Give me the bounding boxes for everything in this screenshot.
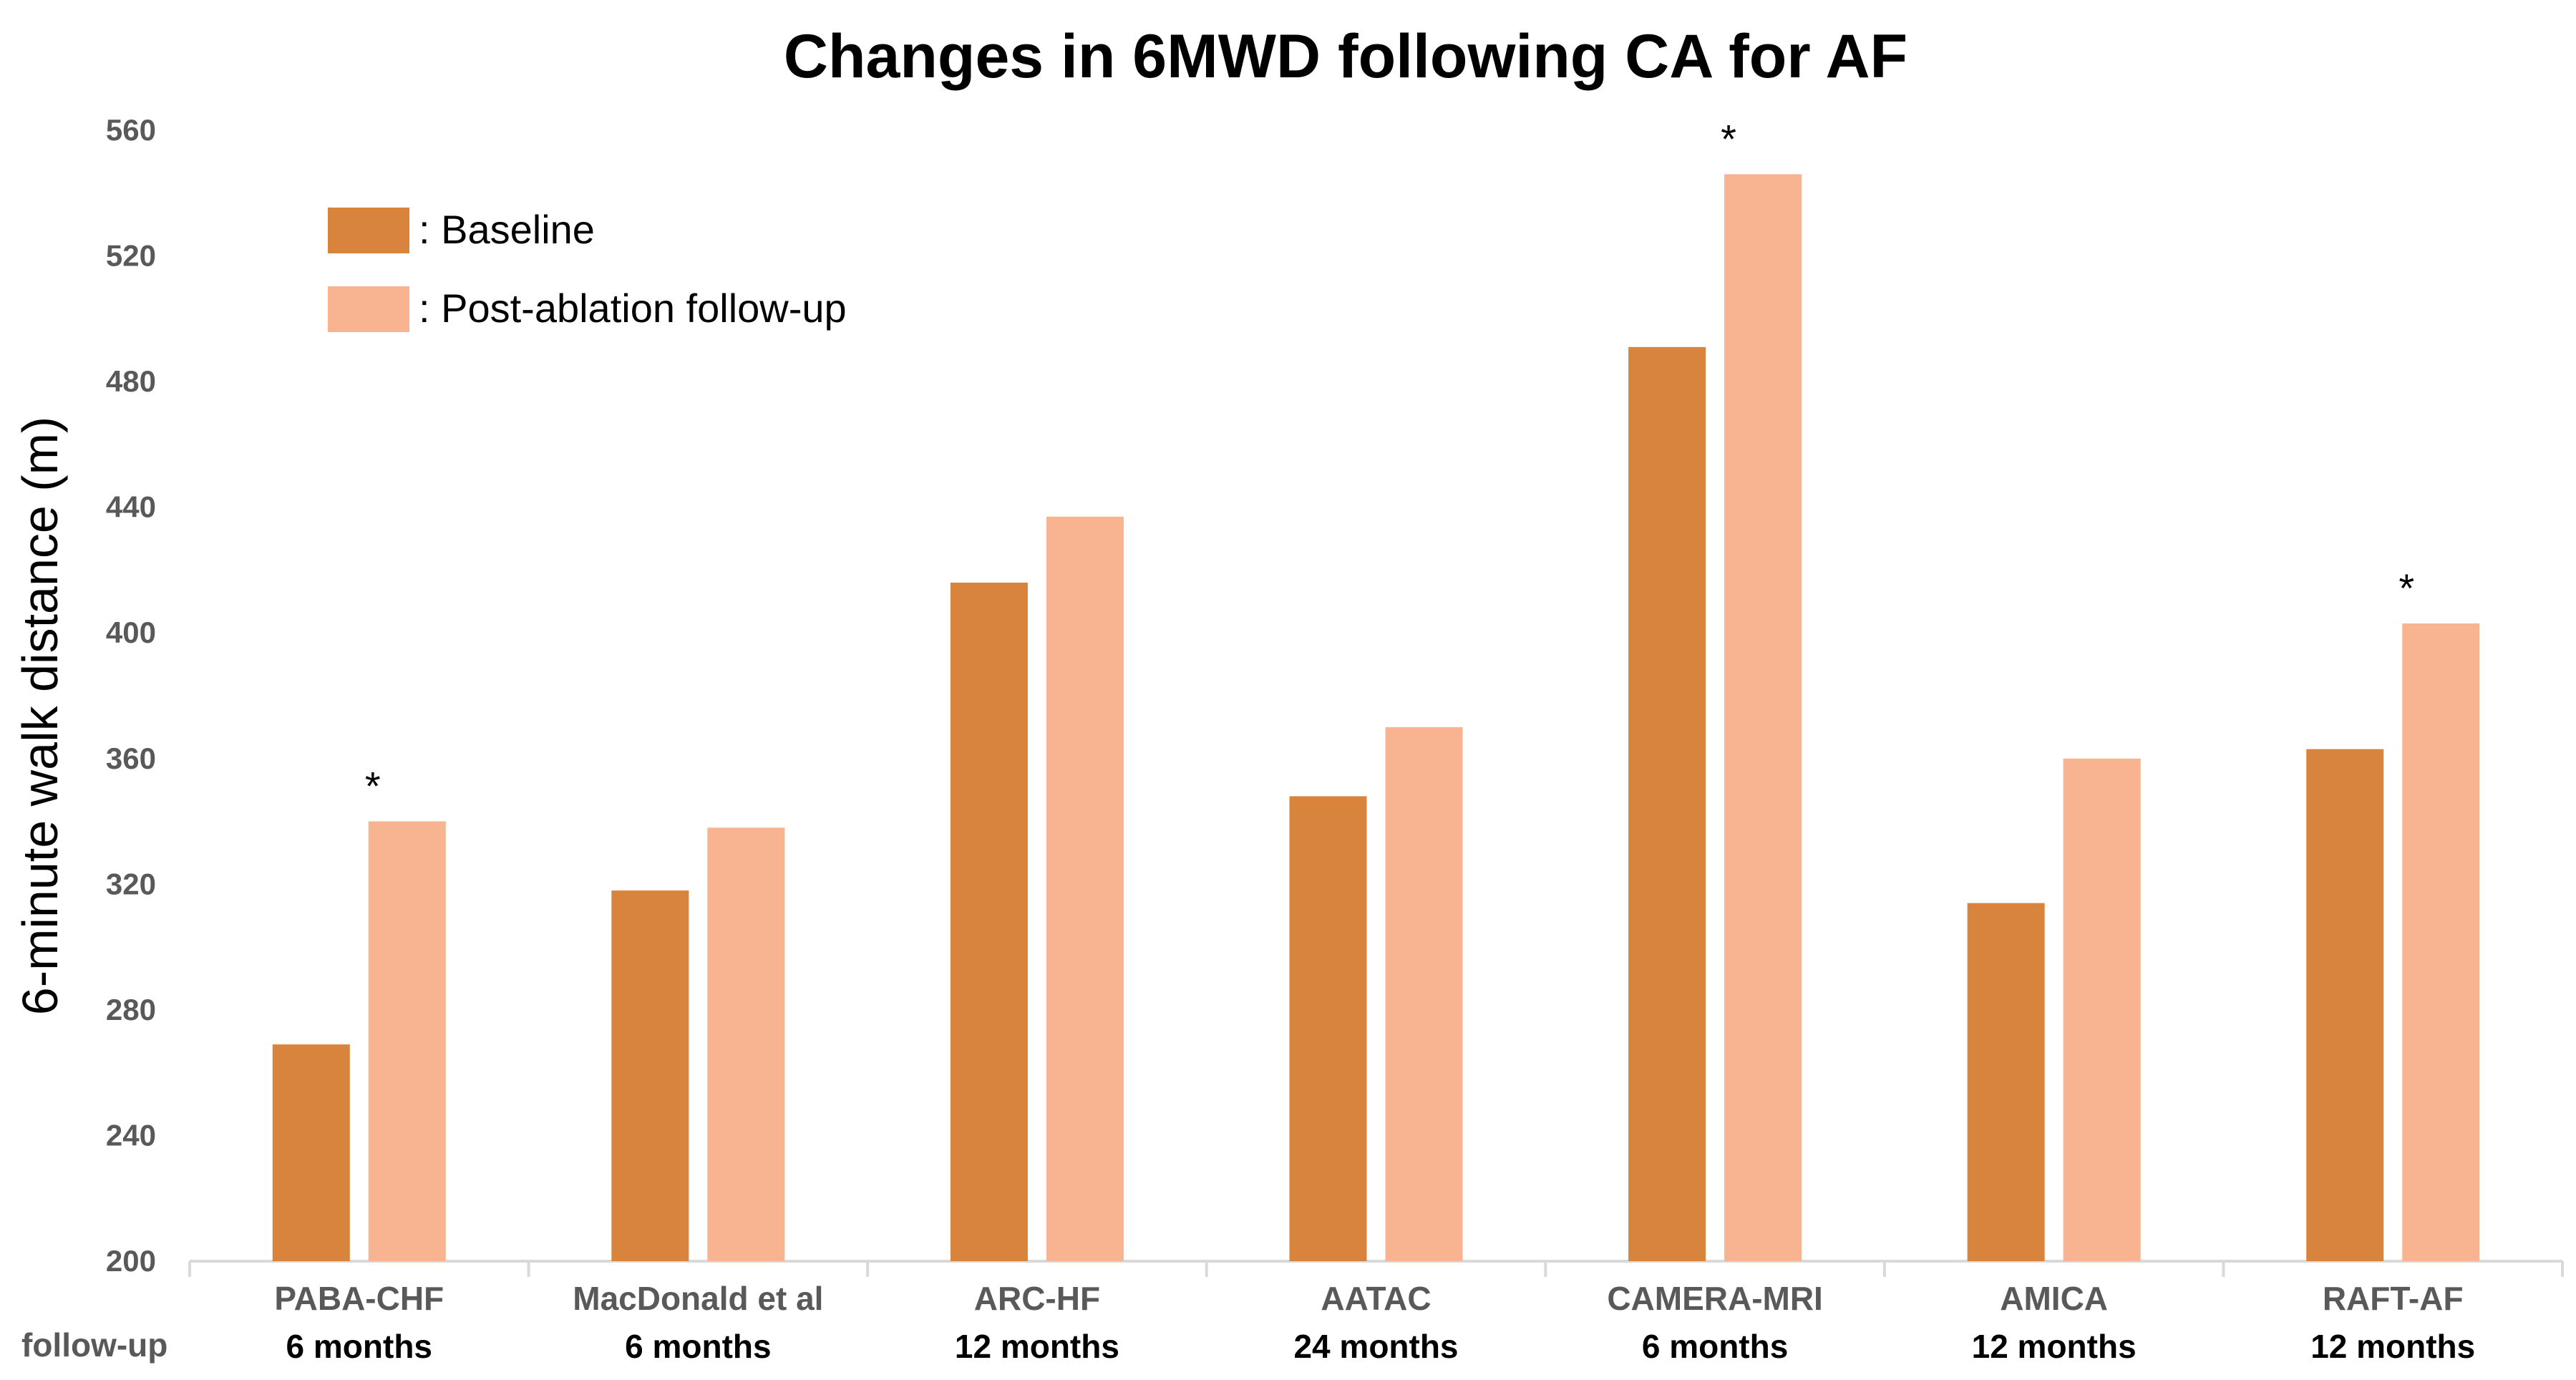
x-followup-label: 24 months xyxy=(1293,1328,1458,1365)
bar-baseline-macdonald-et-al xyxy=(611,890,689,1261)
bar-baseline-arc-hf xyxy=(950,583,1028,1261)
x-followup-label: 6 months xyxy=(625,1328,771,1365)
y-tick-label: 480 xyxy=(106,364,156,398)
y-axis-ticks: 200 240 280 320 360 400 440 480 520 560 xyxy=(106,113,156,1278)
significance-marker: * xyxy=(1721,116,1736,161)
significance-markers: * * * xyxy=(365,116,2414,808)
y-tick-label: 520 xyxy=(106,239,156,273)
y-tick-label: 320 xyxy=(106,867,156,900)
chart-title: Changes in 6MWD following CA for AF xyxy=(784,22,1907,91)
x-axis-labels: PABA-CHF 6 months MacDonald et al 6 months A… xyxy=(274,1280,2475,1365)
legend-swatch xyxy=(328,286,409,332)
bar-baseline-camera-mri xyxy=(1628,346,1706,1261)
x-followup-label: 6 months xyxy=(286,1328,432,1365)
bar-followup-paba-chf xyxy=(368,821,446,1261)
x-axis-tick-marks xyxy=(188,1261,2564,1277)
y-tick-label: 440 xyxy=(106,490,156,524)
x-category-label: AATAC xyxy=(1321,1280,1431,1317)
significance-marker: * xyxy=(365,764,381,809)
bar-baseline-amica xyxy=(1967,903,2045,1261)
x-category-label: PABA-CHF xyxy=(274,1280,444,1317)
x-category-label: AMICA xyxy=(2000,1280,2108,1317)
x-category-label: RAFT-AF xyxy=(2323,1280,2464,1317)
bar-baseline-paba-chf xyxy=(272,1044,350,1261)
x-followup-label: 12 months xyxy=(955,1328,1119,1365)
significance-marker: * xyxy=(2398,565,2414,611)
bar-followup-raft-af xyxy=(2402,623,2480,1261)
follow-up-row-label: follow-up xyxy=(21,1326,167,1364)
y-axis-label: 6-minute walk distance (m) xyxy=(12,417,68,1015)
y-tick-label: 560 xyxy=(106,113,156,147)
bar-followup-arc-hf xyxy=(1046,516,1124,1262)
legend: : Baseline : Post-ablation follow-up xyxy=(328,207,847,332)
x-followup-label: 6 months xyxy=(1642,1328,1788,1365)
bar-followup-macdonald-et-al xyxy=(707,827,785,1261)
y-tick-label: 240 xyxy=(106,1118,156,1152)
bar-followup-camera-mri xyxy=(1724,174,1802,1261)
x-category-label: MacDonald et al xyxy=(573,1280,823,1317)
legend-label: : Post-ablation follow-up xyxy=(419,286,847,331)
y-tick-label: 280 xyxy=(106,993,156,1026)
x-followup-label: 12 months xyxy=(1972,1328,2137,1365)
legend-label: : Baseline xyxy=(419,207,595,252)
bar-baseline-raft-af xyxy=(2306,749,2384,1261)
bar-followup-amica xyxy=(2063,758,2141,1261)
x-category-label: ARC-HF xyxy=(974,1280,1100,1317)
y-tick-label: 360 xyxy=(106,742,156,775)
x-category-label: CAMERA-MRI xyxy=(1607,1280,1823,1317)
legend-swatch xyxy=(328,208,409,253)
bars xyxy=(272,174,2480,1262)
bar-baseline-aatac xyxy=(1289,796,1367,1261)
x-followup-label: 12 months xyxy=(2310,1328,2475,1365)
y-tick-label: 200 xyxy=(106,1244,156,1278)
bar-followup-aatac xyxy=(1385,727,1463,1261)
y-tick-label: 400 xyxy=(106,616,156,649)
